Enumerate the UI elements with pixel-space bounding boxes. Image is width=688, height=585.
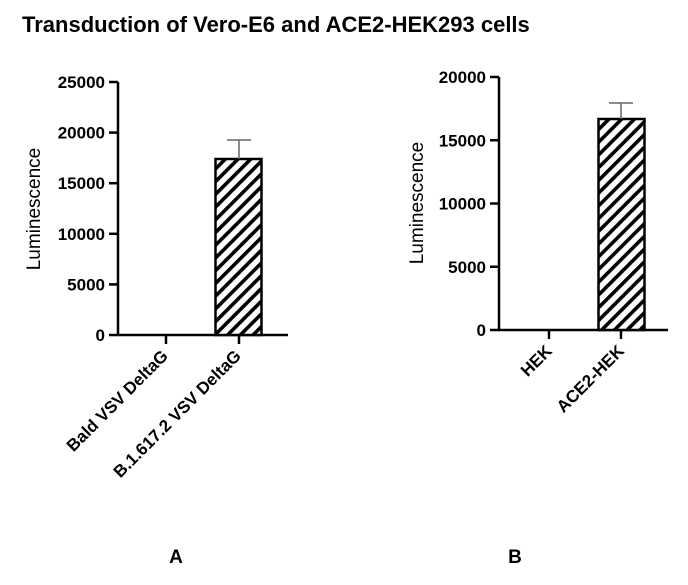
bar-ace2-hek — [597, 117, 646, 332]
y-tick-label: 15000 — [439, 131, 486, 150]
y-tick-labels-a: 0 5000 10000 15000 20000 25000 — [58, 73, 105, 345]
x-category-label: ACE2-HEK — [553, 341, 628, 416]
y-ticks-a — [109, 80, 118, 337]
error-bar-a — [227, 139, 251, 159]
y-ticks-b — [490, 75, 499, 332]
panel-label-b: B — [508, 547, 522, 568]
x-category-label: B.1.617.2 VSV DeltaG — [110, 346, 245, 481]
chart-a: 0 5000 10000 15000 20000 25000 Luminesce… — [24, 73, 288, 568]
y-tick-labels-b: 0 5000 10000 15000 20000 — [439, 68, 486, 340]
y-tick-label: 20000 — [58, 124, 105, 143]
chart-b: 0 5000 10000 15000 20000 Luminescence HE… — [407, 68, 668, 568]
bar-b1617-vsv-deltag — [214, 157, 263, 337]
y-tick-label: 10000 — [58, 225, 105, 244]
y-tick-label: 0 — [96, 326, 105, 345]
y-tick-label: 5000 — [448, 258, 486, 277]
error-bar-b — [609, 102, 633, 119]
panel-label-a: A — [169, 547, 183, 568]
y-tick-label: 20000 — [439, 68, 486, 87]
y-axis-title-b: Luminescence — [407, 142, 428, 265]
figure-title: Transduction of Vero-E6 and ACE2-HEK293 … — [22, 12, 530, 37]
x-ticks-b — [547, 330, 623, 339]
y-axis-title-a: Luminescence — [24, 148, 45, 271]
y-tick-label: 5000 — [67, 275, 105, 294]
y-tick-label: 10000 — [439, 195, 486, 214]
x-category-label: HEK — [517, 341, 556, 380]
y-tick-label: 15000 — [58, 174, 105, 193]
y-tick-label: 25000 — [58, 73, 105, 92]
y-tick-label: 0 — [477, 321, 486, 340]
x-ticks-a — [164, 335, 241, 344]
